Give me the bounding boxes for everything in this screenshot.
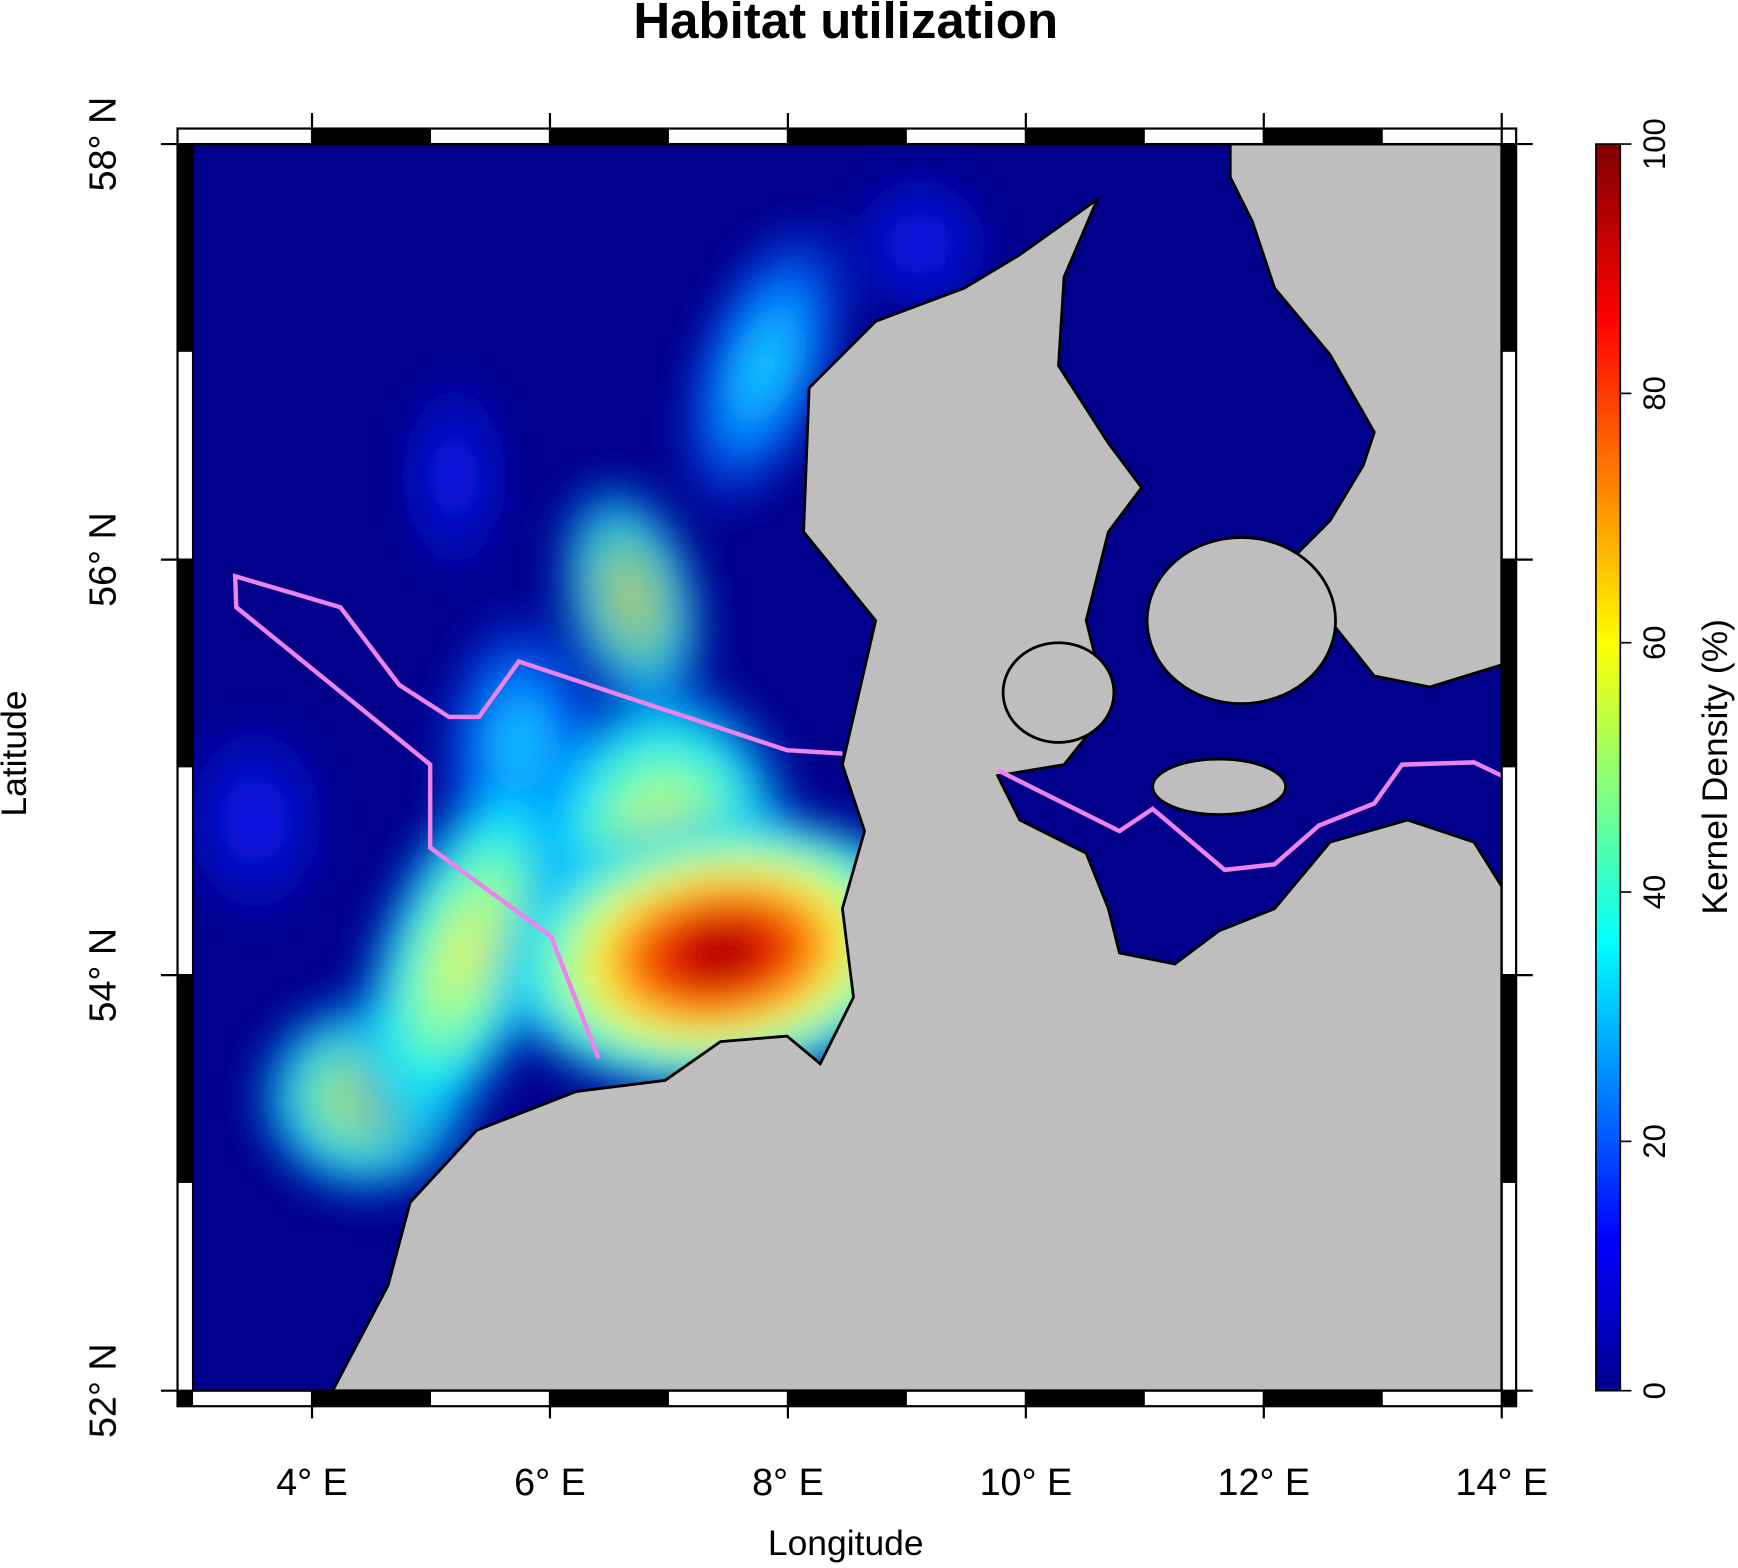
colorbar-tick-label: 100	[1637, 118, 1672, 170]
frame-band	[177, 144, 194, 352]
colorbar-tick-label: 0	[1637, 1382, 1672, 1399]
colorbar-tick-label: 40	[1637, 875, 1672, 910]
x-tick-label: 4° E	[276, 1461, 348, 1503]
frame-band	[312, 1390, 431, 1407]
x-tick-label: 12° E	[1218, 1461, 1311, 1503]
y-tick-label: 58° N	[81, 97, 123, 192]
y-axis-label: Latitude	[0, 690, 34, 816]
frame-band	[1263, 1390, 1383, 1407]
map-area	[193, 144, 1502, 1391]
x-tick-label: 6° E	[514, 1461, 586, 1503]
axes: 4° E 6° E 8° E 10° E 12° E 14° E 52° N 54° N 56°…	[81, 97, 1672, 1503]
y-tick-label: 56° N	[81, 512, 123, 607]
frame-band	[177, 975, 194, 1183]
boundary-line	[232, 573, 843, 1060]
frame-band	[177, 1390, 194, 1407]
frame-band	[1501, 975, 1517, 1183]
frame-band	[549, 1390, 669, 1407]
y-tick-label: 54° N	[81, 928, 123, 1023]
x-tick-label: 10° E	[980, 1461, 1073, 1503]
y-tick-label: 52° N	[81, 1343, 123, 1438]
title: Habitat utilization	[633, 0, 1058, 49]
frame-band	[787, 128, 907, 145]
x-tick-label: 14° E	[1455, 1461, 1548, 1503]
frame-band	[787, 1390, 907, 1407]
density-surface	[193, 155, 1009, 1208]
frame-band	[1263, 128, 1383, 145]
colorbar-tick-label: 60	[1637, 625, 1672, 660]
colorbar-tick-label: 20	[1637, 1124, 1672, 1159]
frame-band	[177, 559, 194, 768]
frame-band	[549, 128, 669, 145]
frame-band	[312, 128, 431, 145]
x-tick-label: 8° E	[752, 1461, 824, 1503]
map-frame	[176, 127, 1518, 1408]
frame-band	[1501, 144, 1517, 352]
x-axis-label: Longitude	[768, 1523, 924, 1563]
frame-band	[1501, 559, 1517, 768]
frame-band	[1501, 1390, 1517, 1407]
land	[331, 144, 1502, 1391]
boundary-line	[996, 760, 1502, 873]
colorbar-tick-label: 80	[1637, 376, 1672, 411]
colorbar	[1595, 143, 1622, 1392]
frame-band	[1025, 128, 1145, 145]
frame-band	[1025, 1390, 1145, 1407]
colorbar-label: Kernel Density (%)	[1695, 619, 1735, 915]
